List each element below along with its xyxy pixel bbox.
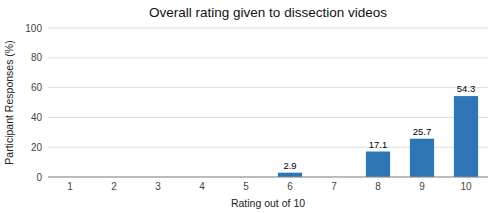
x-tick-label: 4 bbox=[199, 181, 205, 192]
grid bbox=[48, 28, 488, 177]
grid-line bbox=[48, 177, 488, 178]
bar bbox=[278, 173, 302, 177]
x-tick-label: 1 bbox=[67, 181, 73, 192]
x-tick-label: 8 bbox=[375, 181, 381, 192]
bar bbox=[454, 96, 478, 177]
bar bbox=[366, 152, 390, 177]
y-tick-label: 80 bbox=[31, 52, 43, 63]
grid-line bbox=[48, 87, 488, 88]
x-axis-title: Rating out of 10 bbox=[231, 197, 305, 209]
x-tick-label: 5 bbox=[243, 181, 249, 192]
y-tick-label: 40 bbox=[31, 112, 43, 123]
y-tick-label: 100 bbox=[25, 23, 42, 34]
x-axis-line bbox=[48, 177, 488, 178]
grid-line bbox=[48, 28, 488, 29]
y-tick-label: 20 bbox=[31, 142, 43, 153]
y-axis-title: Participant Responses (%) bbox=[3, 40, 15, 164]
data-label: 2.9 bbox=[283, 160, 296, 171]
x-tick-label: 6 bbox=[287, 181, 293, 192]
x-tick-label: 10 bbox=[460, 181, 472, 192]
x-tick-label: 3 bbox=[155, 181, 161, 192]
x-tick-label: 7 bbox=[331, 181, 337, 192]
data-label: 25.7 bbox=[413, 126, 432, 137]
x-tick-label: 2 bbox=[111, 181, 117, 192]
y-tick-label: 60 bbox=[31, 82, 43, 93]
chart-container: 0 20 40 60 80 100 2.9 17.1 25.7 54.3 1 2 3 4 5 6 7 8 9 10 Ra… bbox=[0, 0, 500, 213]
chart-svg: 0 20 40 60 80 100 2.9 17.1 25.7 54.3 1 2 3 4 5 6 7 8 9 10 Ra… bbox=[0, 0, 500, 213]
y-tick-label: 0 bbox=[36, 172, 42, 183]
data-label: 54.3 bbox=[457, 83, 476, 94]
data-label: 17.1 bbox=[369, 139, 388, 150]
x-tick-label: 9 bbox=[419, 181, 425, 192]
grid-line bbox=[48, 57, 488, 58]
bars bbox=[278, 96, 478, 177]
grid-line bbox=[48, 117, 488, 118]
bar bbox=[410, 139, 434, 177]
chart-title: Overall rating given to dissection video… bbox=[149, 5, 387, 20]
